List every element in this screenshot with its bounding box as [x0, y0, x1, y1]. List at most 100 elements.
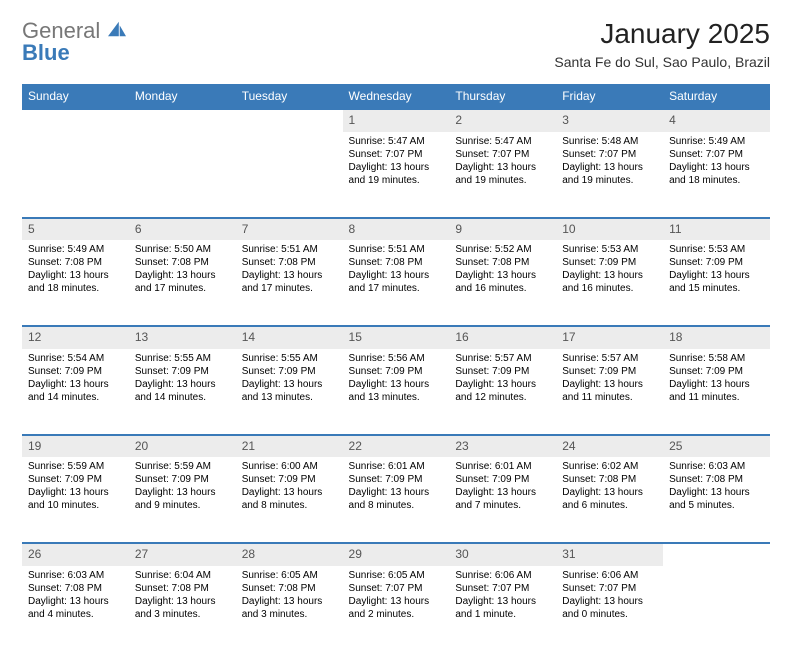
day-content-row: Sunrise: 5:59 AMSunset: 7:09 PMDaylight:…: [22, 457, 770, 543]
day-number-cell: 22: [343, 435, 450, 458]
sunset-line: Sunset: 7:07 PM: [562, 148, 657, 161]
day-content-cell: Sunrise: 6:01 AMSunset: 7:09 PMDaylight:…: [343, 457, 450, 543]
sunset-line: Sunset: 7:09 PM: [349, 365, 444, 378]
sunset-line: Sunset: 7:09 PM: [242, 365, 337, 378]
day-content-cell: Sunrise: 5:53 AMSunset: 7:09 PMDaylight:…: [663, 240, 770, 326]
calendar-body: 1234Sunrise: 5:47 AMSunset: 7:07 PMDayli…: [22, 109, 770, 652]
sunset-line: Sunset: 7:07 PM: [562, 582, 657, 595]
day-content-cell: Sunrise: 5:51 AMSunset: 7:08 PMDaylight:…: [343, 240, 450, 326]
sunset-line: Sunset: 7:09 PM: [135, 365, 230, 378]
weekday-header: Monday: [129, 84, 236, 109]
daylight-line: Daylight: 13 hours and 10 minutes.: [28, 486, 123, 512]
sunset-line: Sunset: 7:07 PM: [669, 148, 764, 161]
sunrise-line: Sunrise: 6:03 AM: [669, 460, 764, 473]
day-content-cell: Sunrise: 5:58 AMSunset: 7:09 PMDaylight:…: [663, 349, 770, 435]
sunset-line: Sunset: 7:08 PM: [135, 582, 230, 595]
day-content-cell: Sunrise: 5:51 AMSunset: 7:08 PMDaylight:…: [236, 240, 343, 326]
day-number-cell: 23: [449, 435, 556, 458]
daylight-line: Daylight: 13 hours and 18 minutes.: [669, 161, 764, 187]
logo-text: General Blue: [22, 18, 128, 66]
day-content-cell: Sunrise: 5:55 AMSunset: 7:09 PMDaylight:…: [129, 349, 236, 435]
sunrise-line: Sunrise: 5:57 AM: [455, 352, 550, 365]
daylight-line: Daylight: 13 hours and 19 minutes.: [349, 161, 444, 187]
daylight-line: Daylight: 13 hours and 3 minutes.: [135, 595, 230, 621]
calendar-table: SundayMondayTuesdayWednesdayThursdayFrid…: [22, 84, 770, 652]
day-number-cell: 7: [236, 218, 343, 241]
daylight-line: Daylight: 13 hours and 6 minutes.: [562, 486, 657, 512]
day-number-cell: [236, 109, 343, 132]
sunset-line: Sunset: 7:08 PM: [349, 256, 444, 269]
sunrise-line: Sunrise: 5:55 AM: [242, 352, 337, 365]
day-content-cell: Sunrise: 6:05 AMSunset: 7:07 PMDaylight:…: [343, 566, 450, 652]
daylight-line: Daylight: 13 hours and 4 minutes.: [28, 595, 123, 621]
weekday-header: Sunday: [22, 84, 129, 109]
day-number-cell: 11: [663, 218, 770, 241]
day-content-row: Sunrise: 6:03 AMSunset: 7:08 PMDaylight:…: [22, 566, 770, 652]
daylight-line: Daylight: 13 hours and 12 minutes.: [455, 378, 550, 404]
sunrise-line: Sunrise: 5:51 AM: [349, 243, 444, 256]
weekday-header: Saturday: [663, 84, 770, 109]
sunset-line: Sunset: 7:07 PM: [349, 148, 444, 161]
day-number-cell: 27: [129, 543, 236, 566]
weekday-header: Tuesday: [236, 84, 343, 109]
weekday-header: Thursday: [449, 84, 556, 109]
sunset-line: Sunset: 7:08 PM: [669, 473, 764, 486]
day-number-cell: 3: [556, 109, 663, 132]
day-number-row: 1234: [22, 109, 770, 132]
sunrise-line: Sunrise: 5:49 AM: [28, 243, 123, 256]
day-content-cell: [22, 132, 129, 218]
title-block: January 2025 Santa Fe do Sul, Sao Paulo,…: [554, 18, 770, 70]
daylight-line: Daylight: 13 hours and 9 minutes.: [135, 486, 230, 512]
sunrise-line: Sunrise: 5:47 AM: [349, 135, 444, 148]
day-number-cell: 12: [22, 326, 129, 349]
sunset-line: Sunset: 7:08 PM: [28, 256, 123, 269]
day-content-cell: Sunrise: 5:48 AMSunset: 7:07 PMDaylight:…: [556, 132, 663, 218]
sunset-line: Sunset: 7:09 PM: [135, 473, 230, 486]
day-content-cell: Sunrise: 5:52 AMSunset: 7:08 PMDaylight:…: [449, 240, 556, 326]
day-content-cell: Sunrise: 6:04 AMSunset: 7:08 PMDaylight:…: [129, 566, 236, 652]
day-content-cell: Sunrise: 6:05 AMSunset: 7:08 PMDaylight:…: [236, 566, 343, 652]
day-number-row: 262728293031: [22, 543, 770, 566]
sunrise-line: Sunrise: 6:04 AM: [135, 569, 230, 582]
day-number-cell: [129, 109, 236, 132]
day-content-cell: Sunrise: 5:59 AMSunset: 7:09 PMDaylight:…: [22, 457, 129, 543]
daylight-line: Daylight: 13 hours and 15 minutes.: [669, 269, 764, 295]
day-number-cell: 17: [556, 326, 663, 349]
daylight-line: Daylight: 13 hours and 17 minutes.: [135, 269, 230, 295]
daylight-line: Daylight: 13 hours and 11 minutes.: [669, 378, 764, 404]
sunset-line: Sunset: 7:09 PM: [669, 256, 764, 269]
sunset-line: Sunset: 7:08 PM: [242, 582, 337, 595]
sunrise-line: Sunrise: 5:48 AM: [562, 135, 657, 148]
sunset-line: Sunset: 7:07 PM: [455, 148, 550, 161]
day-number-cell: 24: [556, 435, 663, 458]
day-content-cell: Sunrise: 5:49 AMSunset: 7:08 PMDaylight:…: [22, 240, 129, 326]
sunset-line: Sunset: 7:09 PM: [349, 473, 444, 486]
sunrise-line: Sunrise: 6:06 AM: [455, 569, 550, 582]
sunset-line: Sunset: 7:09 PM: [28, 365, 123, 378]
day-content-cell: Sunrise: 5:57 AMSunset: 7:09 PMDaylight:…: [556, 349, 663, 435]
sunrise-line: Sunrise: 6:03 AM: [28, 569, 123, 582]
day-content-cell: Sunrise: 6:06 AMSunset: 7:07 PMDaylight:…: [449, 566, 556, 652]
day-number-cell: 19: [22, 435, 129, 458]
day-number-cell: 28: [236, 543, 343, 566]
day-content-row: Sunrise: 5:47 AMSunset: 7:07 PMDaylight:…: [22, 132, 770, 218]
sunset-line: Sunset: 7:09 PM: [455, 473, 550, 486]
day-content-cell: Sunrise: 5:57 AMSunset: 7:09 PMDaylight:…: [449, 349, 556, 435]
day-content-cell: Sunrise: 5:54 AMSunset: 7:09 PMDaylight:…: [22, 349, 129, 435]
day-number-cell: 15: [343, 326, 450, 349]
day-content-cell: Sunrise: 5:47 AMSunset: 7:07 PMDaylight:…: [343, 132, 450, 218]
day-number-cell: 18: [663, 326, 770, 349]
sunrise-line: Sunrise: 6:01 AM: [455, 460, 550, 473]
day-content-cell: Sunrise: 5:50 AMSunset: 7:08 PMDaylight:…: [129, 240, 236, 326]
sunset-line: Sunset: 7:08 PM: [562, 473, 657, 486]
daylight-line: Daylight: 13 hours and 17 minutes.: [349, 269, 444, 295]
day-content-cell: [236, 132, 343, 218]
sunset-line: Sunset: 7:07 PM: [349, 582, 444, 595]
weekday-header: Friday: [556, 84, 663, 109]
sunrise-line: Sunrise: 6:05 AM: [242, 569, 337, 582]
daylight-line: Daylight: 13 hours and 14 minutes.: [28, 378, 123, 404]
day-content-cell: Sunrise: 6:01 AMSunset: 7:09 PMDaylight:…: [449, 457, 556, 543]
sunrise-line: Sunrise: 5:56 AM: [349, 352, 444, 365]
sunrise-line: Sunrise: 5:49 AM: [669, 135, 764, 148]
sunset-line: Sunset: 7:08 PM: [135, 256, 230, 269]
